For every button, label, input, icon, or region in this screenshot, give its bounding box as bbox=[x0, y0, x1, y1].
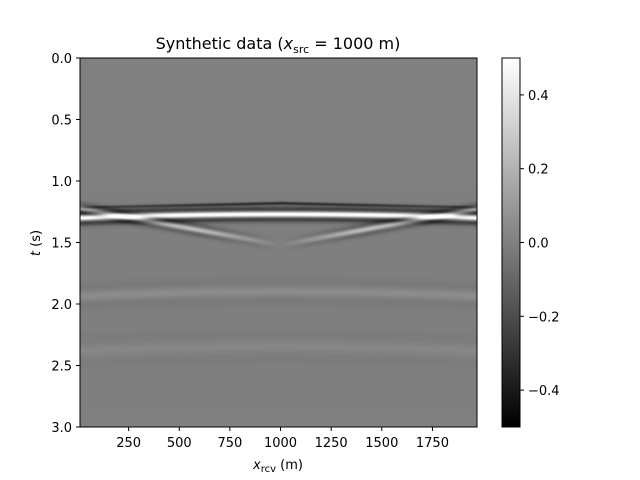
colorbar-gradient bbox=[501, 57, 521, 428]
x-tick-label: 750 bbox=[217, 436, 242, 451]
colorbar-ticks: 0.4 0.2 0.0 −0.2 −0.4 bbox=[520, 89, 560, 399]
x-tick-label: 1250 bbox=[315, 436, 348, 451]
x-axis-label: xrcv (m) bbox=[252, 458, 303, 475]
y-tick-label: 2.0 bbox=[51, 298, 72, 313]
colorbar-tick-label: 0.2 bbox=[528, 163, 549, 178]
colorbar-tick-label: 0.4 bbox=[528, 89, 549, 104]
seismic-heatmap bbox=[80, 58, 477, 427]
y-tick-label: 0.5 bbox=[51, 114, 72, 129]
x-tick-label: 1000 bbox=[264, 436, 297, 451]
y-tick-label: 1.0 bbox=[51, 175, 72, 190]
y-tick-label: 1.5 bbox=[51, 237, 72, 252]
y-tick-label: 2.5 bbox=[51, 360, 72, 375]
x-tick-label: 250 bbox=[116, 436, 141, 451]
colorbar-tick-label: 0.0 bbox=[528, 237, 549, 252]
x-tick-label: 1500 bbox=[365, 436, 398, 451]
colorbar-tick-label: −0.4 bbox=[528, 384, 560, 399]
y-axis: 0.0 0.5 1.0 1.5 2.0 2.5 3.0 bbox=[51, 52, 80, 436]
colorbar-tick-label: −0.2 bbox=[528, 310, 560, 325]
plot-area bbox=[79, 57, 478, 428]
x-axis: 250 500 750 1000 1250 1500 1750 bbox=[116, 427, 449, 451]
y-tick-label: 3.0 bbox=[51, 421, 72, 436]
x-tick-label: 1750 bbox=[416, 436, 449, 451]
x-tick-label: 500 bbox=[167, 436, 192, 451]
y-tick-label: 0.0 bbox=[51, 52, 72, 67]
colorbar bbox=[501, 57, 521, 428]
y-axis-label: t (s) bbox=[29, 230, 44, 256]
chart-title: Synthetic data (xsrc = 1000 m) bbox=[156, 34, 401, 56]
